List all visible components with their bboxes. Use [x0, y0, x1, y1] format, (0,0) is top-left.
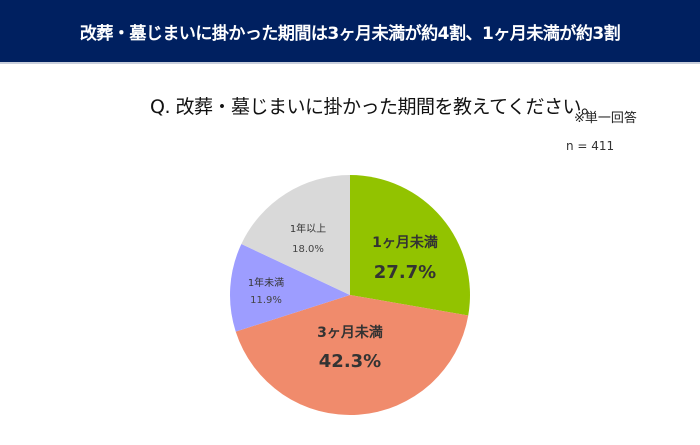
slice-label-1year-under: 1年未満 11.9%: [236, 274, 296, 306]
headline: 改葬・墓じまいに掛かった期間は3ヶ月未満が約4割、1ヶ月未満が約3割: [79, 23, 621, 44]
slice-label-3months: 3ヶ月未満 42.3%: [300, 322, 400, 372]
slice-1year-over: [241, 175, 350, 295]
slice-1year-under: [229, 244, 350, 332]
slice-3months: [235, 295, 469, 416]
sample-size: n = 411: [566, 139, 615, 153]
slice-value: 42.3%: [318, 351, 382, 372]
slice-label-1year-over: 1年以上 18.0%: [278, 220, 338, 255]
slice-value: 18.0%: [292, 244, 324, 255]
slice-label-1month: 1ヶ月未満 27.7%: [355, 232, 455, 283]
slice-name: 3ヶ月未満: [317, 325, 383, 341]
header-divider: [0, 62, 700, 64]
slice-name: 1年未満: [247, 278, 285, 289]
question-text: Q. 改葬・墓じまいに掛かった期間を教えてください。: [150, 96, 600, 118]
slice-name: 1年以上: [289, 224, 327, 235]
header-banner: 改葬・墓じまいに掛かった期間は3ヶ月未満が約4割、1ヶ月未満が約3割: [0, 0, 700, 62]
slice-value: 11.9%: [250, 295, 282, 306]
slice-1month: [350, 175, 471, 316]
single-answer-note: ※単一回答: [574, 111, 637, 126]
slice-name: 1ヶ月未満: [372, 235, 438, 251]
slice-value: 27.7%: [373, 262, 437, 283]
